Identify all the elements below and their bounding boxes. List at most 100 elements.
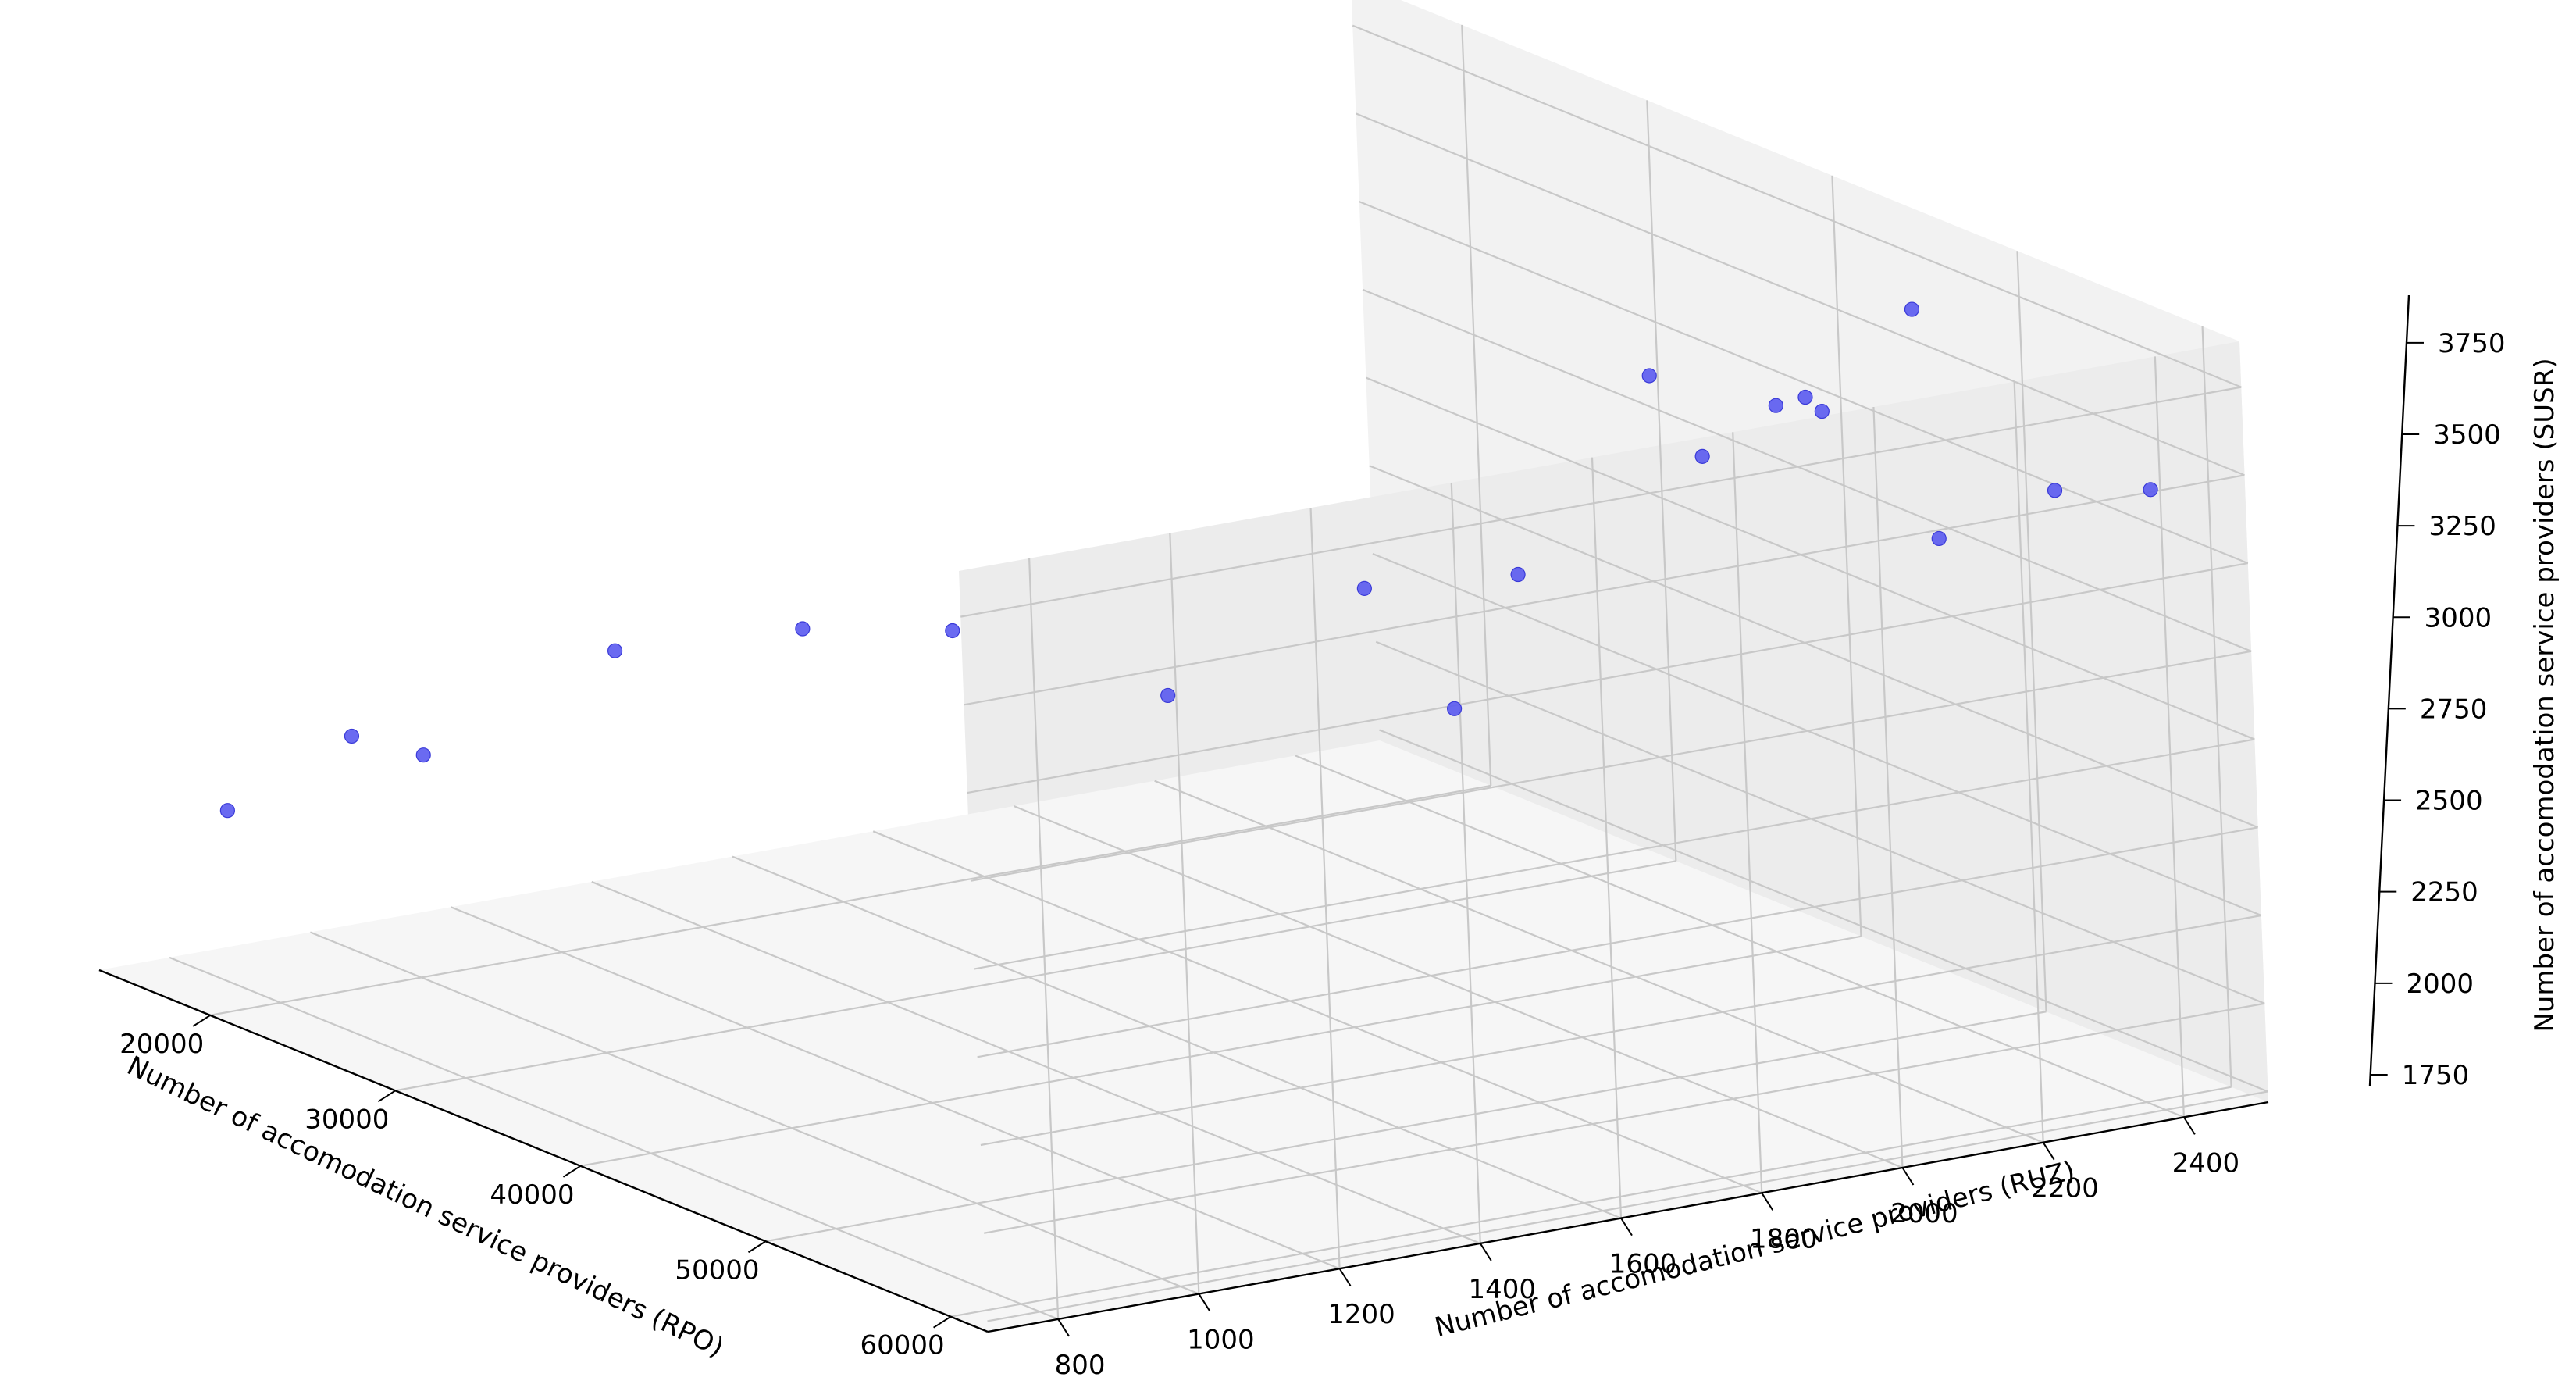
data-point (219, 803, 235, 819)
z-gridline (1359, 201, 2249, 565)
data-point (1356, 580, 1372, 596)
x-tick-mark (562, 1165, 581, 1178)
x-tick-label: 50000 (675, 1254, 759, 1286)
z-gridline (964, 474, 2245, 706)
z-tick-label: 2750 (2420, 694, 2488, 725)
z-gridline (1369, 465, 2259, 829)
data-point (1160, 687, 1176, 704)
data-point (1641, 368, 1657, 384)
y-tick-mark (1479, 1243, 1492, 1261)
z-tick-label: 2000 (2406, 969, 2474, 1000)
z-tick-label: 3000 (2425, 602, 2492, 633)
z-gridline (1352, 24, 2242, 388)
x-tick-label: 60000 (860, 1330, 944, 1361)
y-tick-label: 1400 (1469, 1274, 1537, 1305)
x-gridline (2016, 251, 2047, 1012)
floor-pane (99, 740, 2268, 1332)
data-point (607, 643, 623, 658)
x-tick-label: 40000 (490, 1179, 574, 1211)
data-point (344, 728, 360, 744)
y-gridline (309, 931, 1199, 1295)
y-tick-label: 1000 (1187, 1325, 1255, 1356)
data-point (1904, 301, 1920, 317)
data-point (2143, 482, 2158, 498)
z-gridline (967, 562, 2248, 794)
z-gridline (987, 1090, 2268, 1322)
data-point (1768, 398, 1783, 413)
data-point (415, 747, 431, 763)
y-tick-mark (1620, 1218, 1633, 1236)
y-gridline (1154, 780, 2044, 1143)
y-tick-mark (1338, 1268, 1352, 1286)
x-tick-label: 30000 (305, 1104, 389, 1135)
y-tick-mark (1057, 1318, 1070, 1337)
z-gridline (1379, 729, 2268, 1093)
x-tick-mark (933, 1315, 952, 1329)
z-gridline (960, 386, 2242, 618)
data-point (1931, 530, 1947, 547)
x-axis-line (98, 969, 989, 1333)
x-gridline (765, 1011, 2047, 1243)
z-axis-title: Number of accomodation service providers… (2529, 358, 2560, 1032)
x-tick-mark (192, 1015, 211, 1027)
x-gridline (950, 1086, 2232, 1318)
y-gridline (1450, 482, 1481, 1243)
x-gridline (1646, 100, 1677, 862)
x-gridline (395, 860, 1676, 1092)
y-gridline (1169, 533, 1200, 1294)
y-gridline (872, 830, 1762, 1194)
x-tick-mark (747, 1240, 767, 1254)
z-gridline (1362, 288, 2252, 652)
x-gridline (1461, 24, 1492, 786)
x-tick-mark (377, 1090, 396, 1103)
y-gridline (1309, 508, 1341, 1269)
y-gridline (1591, 457, 1623, 1218)
y-gridline (1014, 805, 1903, 1169)
grid-lines (169, 24, 2268, 1322)
data-point (1797, 389, 1813, 405)
data-point (795, 621, 811, 637)
z-gridline (1356, 112, 2245, 476)
y-tick-label: 2200 (2031, 1173, 2099, 1204)
y-gridline (732, 855, 1622, 1219)
data-point (1814, 403, 1830, 419)
z-tick-label: 1750 (2402, 1060, 2470, 1091)
y-tick-label: 800 (1055, 1350, 1106, 1381)
y-tick-mark (1198, 1293, 1211, 1312)
z-gridline (974, 738, 2255, 970)
z-gridline (1375, 640, 2265, 1004)
y-tick-mark (2042, 1142, 2055, 1161)
y-gridline (1732, 432, 1763, 1193)
z-gridline (980, 914, 2262, 1147)
x-gridline (210, 784, 1491, 1016)
x-gridline (1831, 175, 1862, 937)
z-gridline (1372, 552, 2262, 917)
data-point (1447, 701, 1463, 716)
y-tick-mark (2183, 1116, 2196, 1135)
x-gridline (2201, 326, 2232, 1087)
data-point (1510, 566, 1526, 583)
axis-lines (98, 294, 2424, 1337)
y-gridline (1295, 755, 2185, 1118)
y-tick-label: 2000 (1890, 1198, 1958, 1229)
z-axis-line (2368, 294, 2410, 1086)
y-gridline (1028, 558, 1060, 1319)
z-tick-label: 3750 (2438, 328, 2506, 359)
data-points (219, 301, 2158, 819)
y-gridline (591, 880, 1481, 1244)
y-tick-label: 2400 (2172, 1147, 2240, 1179)
z-tick-label: 3250 (2428, 511, 2496, 542)
y-tick-mark (1761, 1192, 1774, 1211)
z-gridline (977, 826, 2258, 1058)
y-gridline (2013, 381, 2044, 1143)
z-gridline (984, 1002, 2265, 1234)
y-axis-line (987, 1101, 2269, 1333)
y-gridline (169, 956, 1059, 1320)
data-point (945, 623, 960, 639)
y-tick-mark (1901, 1167, 1915, 1186)
z-gridline (970, 650, 2252, 882)
z-tick-label: 3500 (2433, 419, 2501, 451)
tick-labels: 20000 30000 40000 50000 60000 800 1000 1200 1400… (119, 328, 2505, 1381)
